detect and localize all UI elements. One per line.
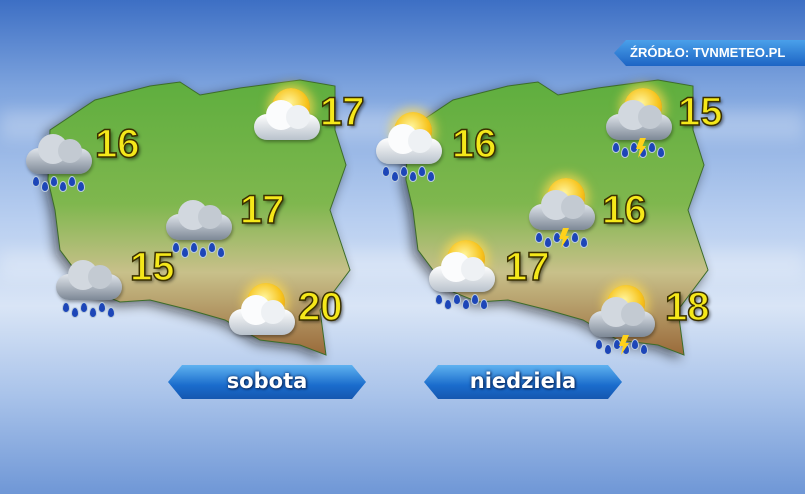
lightning-icon <box>636 138 646 158</box>
raindrop-icon <box>435 294 443 305</box>
raindrop-icon <box>71 307 79 318</box>
raindrop-icon <box>648 142 656 153</box>
source-label: ŹRÓDŁO: TVNMETEO.PL <box>614 40 805 66</box>
cloud-rain-icon <box>52 248 132 318</box>
raindrop-icon <box>181 247 189 258</box>
cloud-icon <box>229 295 295 335</box>
raindrop-icon <box>107 307 115 318</box>
raindrop-icon <box>77 181 85 192</box>
raindrop-icon <box>50 176 58 187</box>
temperature-label: 15 <box>677 89 723 135</box>
cloud-icon <box>376 124 442 164</box>
raindrop-icon <box>480 299 488 310</box>
raindrop-icon <box>382 166 390 177</box>
lightning-icon <box>559 228 569 248</box>
raindrop-icon <box>604 344 612 355</box>
raindrop-icon <box>98 302 106 313</box>
raindrop-icon <box>640 344 648 355</box>
raindrop-icon <box>427 171 435 182</box>
cloud-icon <box>429 252 495 292</box>
temperature-label: 20 <box>297 284 343 330</box>
raindrop-icon <box>453 294 461 305</box>
lightning-icon <box>619 335 629 355</box>
raindrop-icon <box>32 176 40 187</box>
temperature-label: 17 <box>319 89 365 135</box>
raindrop-icon <box>400 166 408 177</box>
raindrop-icon <box>621 147 629 158</box>
temperature-label: 17 <box>504 244 550 290</box>
raindrop-icon <box>444 299 452 310</box>
temperature-label: 16 <box>451 121 497 167</box>
temperature-label: 16 <box>601 187 647 233</box>
raindrop-icon <box>208 242 216 253</box>
day-label-niedziela: niedziela <box>424 365 622 399</box>
raindrop-icon <box>89 307 97 318</box>
cloud-icon <box>589 297 655 337</box>
cloud-icon <box>26 134 92 174</box>
cloud-rain-icon <box>162 188 242 258</box>
raindrop-icon <box>544 237 552 248</box>
cloud-rain-icon <box>22 122 102 192</box>
sun-storm-icon <box>585 285 665 355</box>
cloud-icon <box>166 200 232 240</box>
raindrop-icon <box>657 147 665 158</box>
sun-storm-icon <box>525 178 605 248</box>
temperature-label: 17 <box>239 187 285 233</box>
cloud-icon <box>254 100 320 140</box>
raindrop-icon <box>418 166 426 177</box>
sun-cloud-rain-icon <box>425 240 505 310</box>
raindrop-icon <box>217 247 225 258</box>
raindrop-icon <box>68 176 76 187</box>
raindrop-icon <box>471 294 479 305</box>
temperature-label: 18 <box>664 284 710 330</box>
sun-cloud-rain-icon <box>372 112 452 182</box>
day-label-sobota: sobota <box>168 365 366 399</box>
temperature-label: 15 <box>129 244 175 290</box>
raindrop-icon <box>595 339 603 350</box>
raindrop-icon <box>631 339 639 350</box>
raindrop-icon <box>190 242 198 253</box>
raindrop-icon <box>199 247 207 258</box>
raindrop-icon <box>172 242 180 253</box>
cloud-icon <box>529 190 595 230</box>
raindrop-icon <box>409 171 417 182</box>
raindrop-icon <box>391 171 399 182</box>
sun-storm-icon <box>602 88 682 158</box>
sun-cloud-icon <box>225 283 305 353</box>
raindrop-icon <box>59 181 67 192</box>
raindrop-icon <box>535 232 543 243</box>
raindrop-icon <box>41 181 49 192</box>
raindrop-icon <box>62 302 70 313</box>
temperature-label: 16 <box>94 121 140 167</box>
cloud-icon <box>606 100 672 140</box>
raindrop-icon <box>612 142 620 153</box>
sun-cloud-icon <box>250 88 330 158</box>
raindrop-icon <box>80 302 88 313</box>
raindrop-icon <box>580 237 588 248</box>
cloud-icon <box>56 260 122 300</box>
raindrop-icon <box>571 232 579 243</box>
raindrop-icon <box>462 299 470 310</box>
